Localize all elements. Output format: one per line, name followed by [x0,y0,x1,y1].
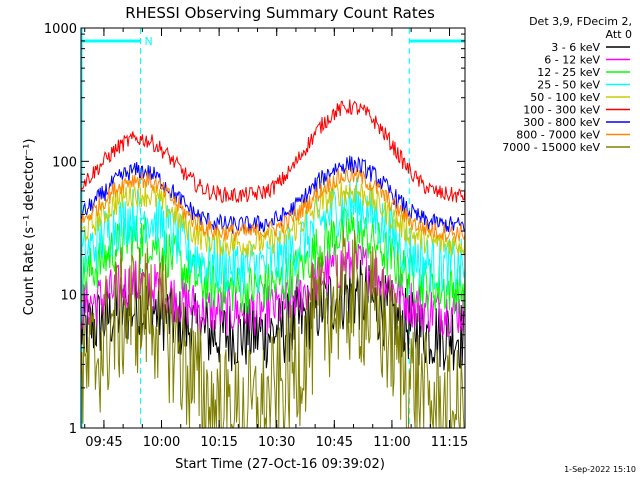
x-tick-label-3: 10:30 [258,435,295,450]
plot-frame [80,27,466,429]
x-tick-label-2: 10:15 [200,435,237,450]
chart-title: RHESSI Observing Summary Count Rates [125,4,435,22]
legend-label-0: 3 - 6 keV [551,41,600,54]
legend-label-1: 6 - 12 keV [544,54,600,67]
y-tick-label-1: 10 [60,289,77,304]
series-line-8 [80,229,465,430]
legend-label-4: 50 - 100 keV [530,91,600,104]
y-tick-label-2: 100 [52,155,77,170]
x-tick-label-4: 10:45 [316,435,353,450]
y-tick-label-3: 1000 [44,22,77,37]
x-tick-label-5: 11:00 [373,435,410,450]
series-line-4 [80,181,466,258]
legend-header-line2: Att 0 [606,28,632,41]
legend-label-7: 800 - 7000 keV [516,129,600,142]
legend-label-8: 7000 - 15000 keV [502,141,600,154]
series-line-5 [80,99,466,204]
plot-area: N 1 10 100 1000 09:45 10:00 10:15 10:30 10:45 11… [44,22,468,450]
footer-timestamp: 1-Sep-2022 15:10 [564,465,636,474]
x-axis-ticks: 09:45 10:00 10:15 10:30 10:45 11:00 11:15 [84,28,468,450]
x-tick-label-1: 10:00 [143,435,180,450]
legend-label-6: 300 - 800 keV [523,116,600,129]
legend-header-line1: Det 3,9, FDecim 2, [529,15,632,28]
legend-label-3: 25 - 50 keV [537,79,600,92]
y-tick-label-0: 1 [69,422,77,437]
series-line-6 [80,155,466,234]
legend-label-2: 12 - 25 keV [537,66,600,79]
y-axis-ticks: 1 10 100 1000 [44,22,465,437]
y-axis-title: Count Rate (s⁻¹ detector⁻¹) [22,139,37,316]
x-tick-label-0: 09:45 [85,435,122,450]
annotation-label: N [145,35,153,48]
series-lines [80,99,466,430]
legend-label-5: 100 - 300 keV [523,104,600,117]
x-tick-label-6: 11:15 [431,435,468,450]
x-axis-title: Start Time (27-Oct-16 09:39:02) [175,457,385,472]
series-line-7 [80,166,466,242]
